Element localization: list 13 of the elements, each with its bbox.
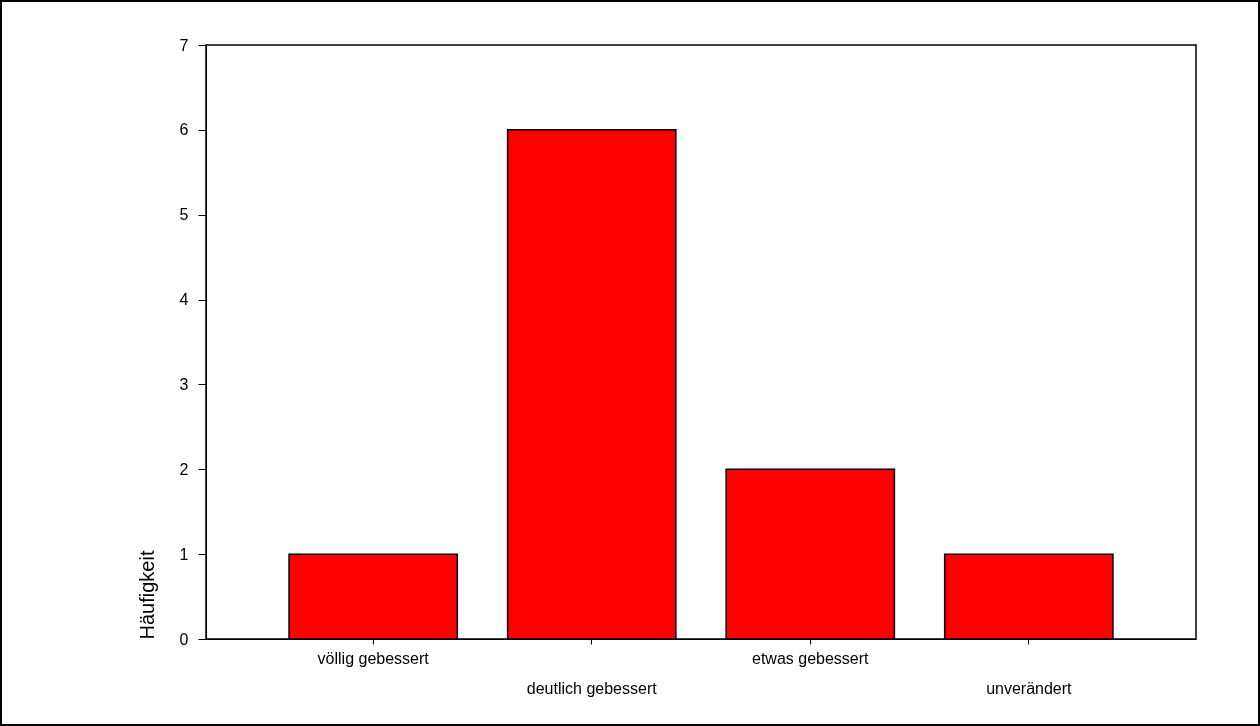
x-tick-label: völlig gebessert xyxy=(317,649,430,667)
y-tick-label: 3 xyxy=(179,375,189,393)
y-tick-label: 2 xyxy=(179,460,189,478)
x-tick-label: etwas gebessert xyxy=(752,649,870,667)
y-axis-title: Häufigkeit xyxy=(135,550,158,640)
y-tick-label: 1 xyxy=(179,545,189,563)
y-tick-label: 7 xyxy=(179,36,189,54)
y-tick-label: 5 xyxy=(179,206,189,224)
x-tick-label: deutlich gebessert xyxy=(526,679,658,697)
y-tick-label: 4 xyxy=(179,291,189,309)
x-tick-label: unverändert xyxy=(986,679,1073,697)
y-tick-label: 6 xyxy=(179,121,189,139)
y-tick-label: 0 xyxy=(179,630,189,648)
